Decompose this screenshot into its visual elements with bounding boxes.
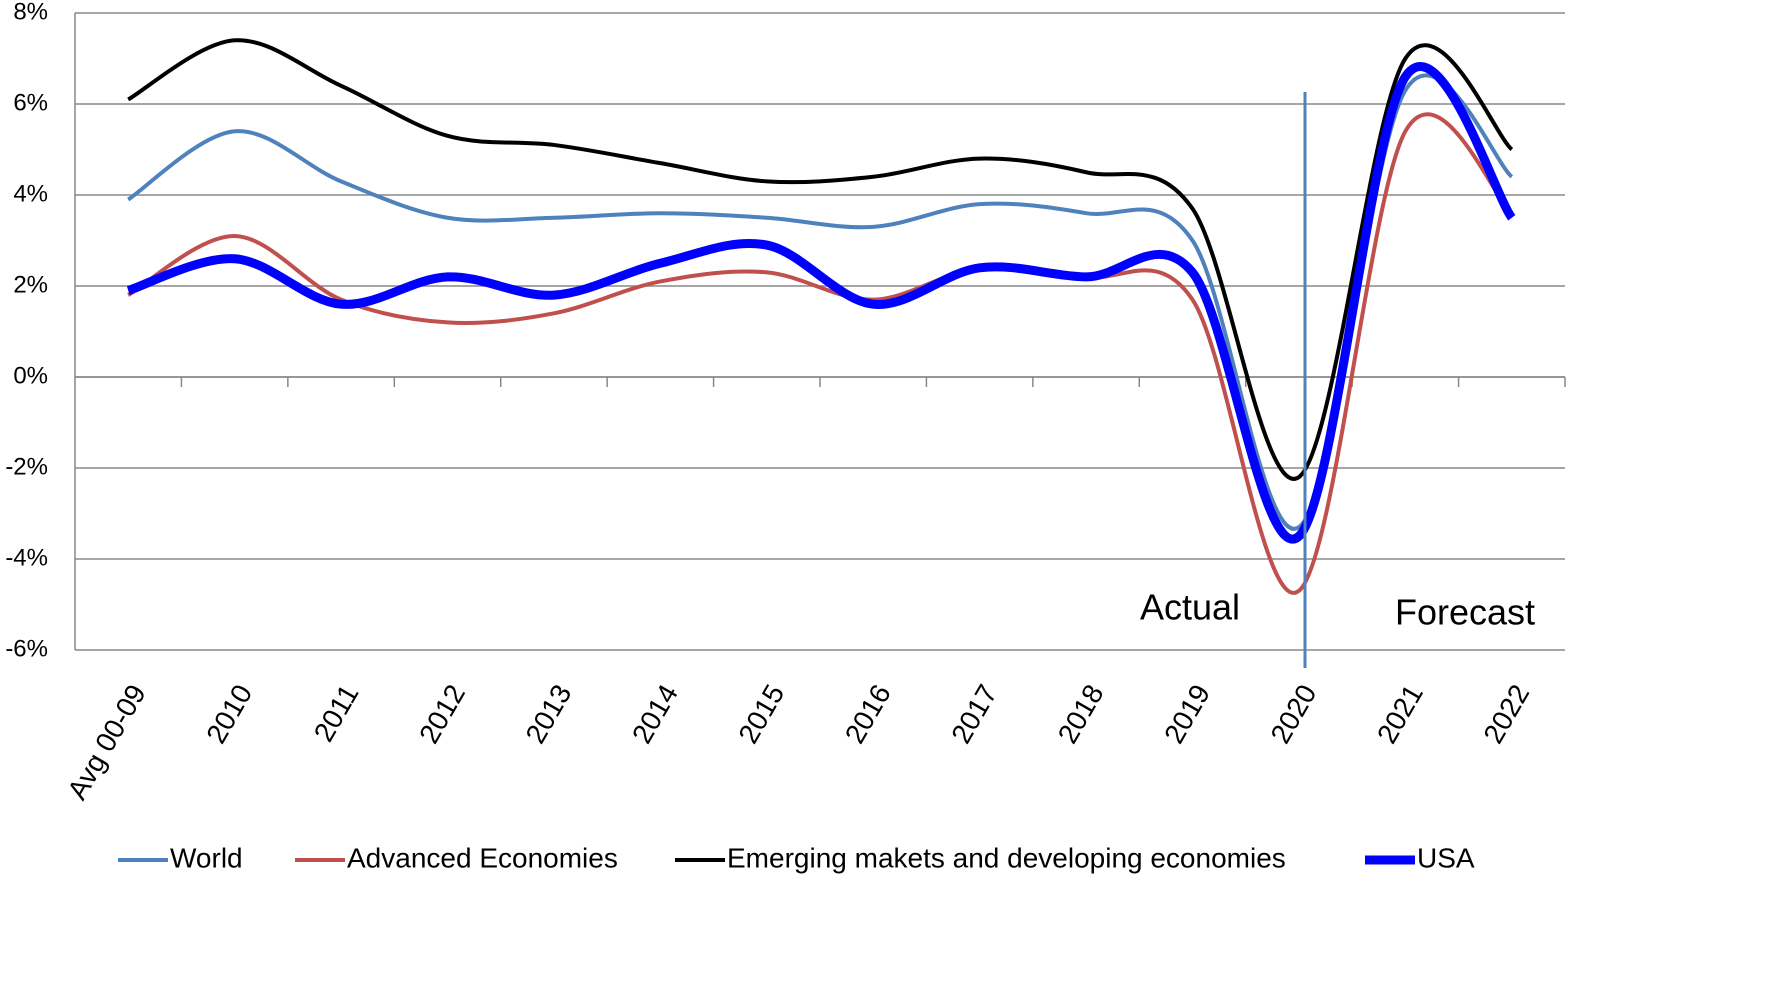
x-tick-label: 2013 [520, 679, 578, 748]
x-tick-label: 2022 [1477, 679, 1535, 748]
y-tick-label: 2% [13, 271, 48, 298]
y-tick-label: -6% [5, 635, 48, 662]
x-tick-label: 2017 [945, 679, 1003, 748]
x-tick-label: 2019 [1158, 679, 1216, 748]
legend-label: Advanced Economies [347, 842, 618, 873]
legend-label: USA [1417, 842, 1475, 873]
y-tick-label: -2% [5, 453, 48, 480]
x-tick-label: 2011 [308, 679, 365, 747]
x-tick-label: 2015 [732, 679, 790, 748]
series-line [126, 62, 1516, 544]
x-tick-label: 2021 [1371, 679, 1429, 748]
legend-label: World [170, 842, 243, 873]
x-tick-label: 2020 [1265, 679, 1323, 748]
legend-label: Emerging makets and developing economies [727, 842, 1286, 873]
y-tick-label: 6% [13, 89, 48, 116]
annotation: Forecast [1395, 592, 1535, 633]
x-tick-label: 2014 [626, 679, 684, 748]
x-tick-label: 2016 [839, 679, 897, 748]
y-tick-label: -4% [5, 544, 48, 571]
annotation: Actual [1140, 587, 1240, 628]
x-tick-label: 2012 [413, 679, 471, 748]
x-tick-label: Avg 00-09 [61, 679, 151, 805]
x-tick-label: 2010 [200, 679, 258, 748]
plot: -6% -4% -2% 0% 2% 4% 6% 8% Avg 00-09 2010 2011 2012… [5, 0, 1566, 873]
y-tick-label: 8% [13, 0, 48, 25]
series-line [127, 38, 1514, 481]
y-tick-label: 0% [13, 362, 48, 389]
x-tick-label: 2018 [1052, 679, 1110, 748]
y-tick-label: 4% [13, 180, 48, 207]
